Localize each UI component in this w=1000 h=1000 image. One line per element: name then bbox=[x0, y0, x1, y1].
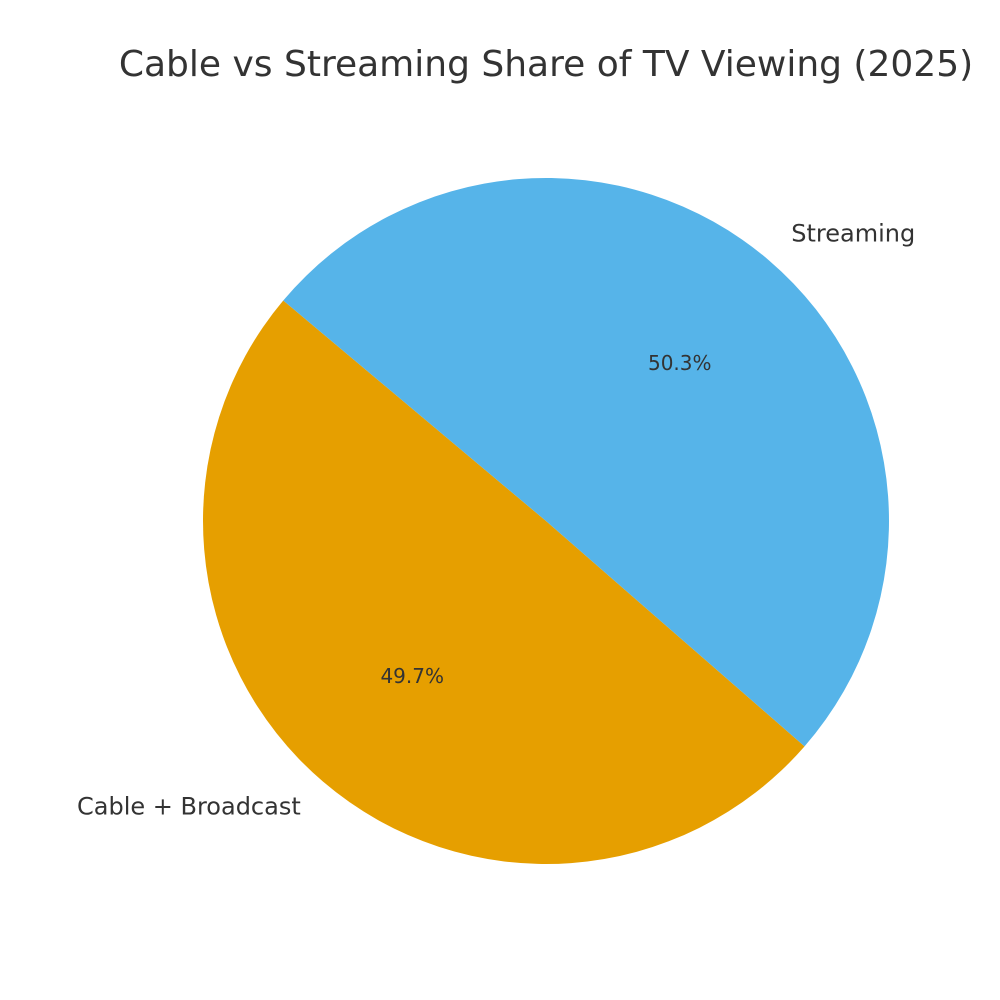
pie-slice bbox=[202, 300, 805, 865]
value-label: 50.3% bbox=[648, 351, 712, 375]
slice-label: Streaming bbox=[791, 219, 915, 247]
pie-slice bbox=[283, 178, 889, 747]
value-label: 49.7% bbox=[380, 664, 444, 688]
chart-title: Cable vs Streaming Share of TV Viewing (… bbox=[119, 44, 973, 85]
slice-label: Cable + Broadcast bbox=[77, 793, 301, 821]
